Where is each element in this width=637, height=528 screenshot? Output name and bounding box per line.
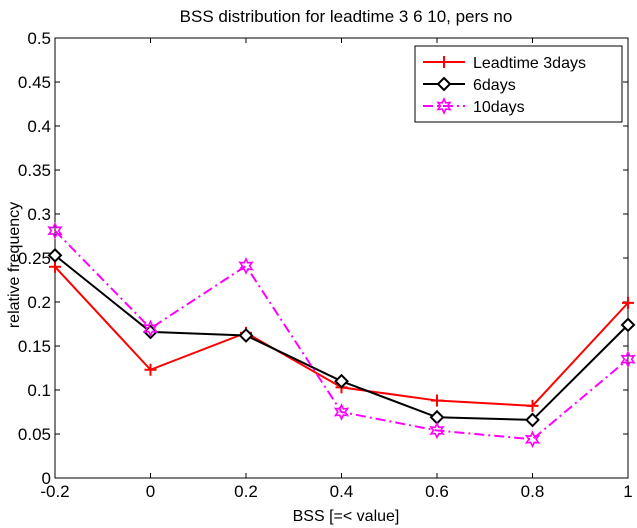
x-tick-label: 0.2 [234,482,258,501]
y-tick-label: 0.25 [18,249,51,268]
diamond-marker [525,412,540,428]
y-axis-title: relative frequency [6,202,23,328]
x-tick-label: 0.4 [330,482,354,501]
hexagram-marker [524,430,541,449]
x-axis-title: BSS [=< value] [293,508,400,525]
series-3 [47,221,636,449]
series-line [54,230,629,441]
x-tick-label: 0.8 [521,482,545,501]
plot-area: -0.2 0 0.2 0.4 0.6 0.8 100.050.10.150.20.250.3… [18,29,636,501]
y-tick-label: 0.1 [27,381,51,400]
plus-marker [431,394,443,407]
plus-marker [526,399,539,412]
y-tick-label: 0.35 [18,161,51,180]
x-tick-label: -0.2 [40,482,69,501]
hexagram-marker [47,221,63,240]
hexagram-marker [436,97,452,115]
hexagram-marker [333,403,350,421]
x-tick-label: 0.6 [425,482,449,501]
hexagram-marker [238,257,254,275]
hexagram-marker [142,319,159,338]
legend-item: Leadtime 3days [423,55,586,72]
diamond-marker [238,328,254,343]
legend-label: 10days [473,99,525,116]
y-tick-label: 0.05 [18,425,51,444]
legend-label: Leadtime 3days [473,55,586,72]
chart-title: BSS distribution for leadtime 3 6 10, pe… [180,7,513,26]
plus-marker [622,296,634,309]
diamond-marker [620,317,636,333]
diamond-marker [436,76,452,92]
y-tick-label: 0.2 [27,293,51,312]
legend-label: 6days [473,77,516,94]
y-tick-label: 0.5 [27,29,51,48]
y-tick-label: 0.3 [27,205,51,224]
y-tick-label: 0.45 [18,73,51,92]
diamond-marker [47,247,63,263]
plus-marker [49,260,61,273]
legend-item: 10days [423,97,525,116]
x-tick-label: 1 [623,482,632,501]
diamond-marker [334,373,349,389]
y-tick-label: 0.15 [18,337,51,356]
plus-marker [144,363,157,376]
y-tick-label: 0.4 [27,117,51,136]
x-tick-label: 0 [146,482,155,501]
hexagram-marker [429,421,445,440]
plus-marker [438,56,450,68]
legend-item: 6days [423,76,516,94]
y-tick-label: 0 [42,469,51,488]
legend: Leadtime 3days 6days 10days [414,45,623,123]
hexagram-marker [620,350,636,369]
